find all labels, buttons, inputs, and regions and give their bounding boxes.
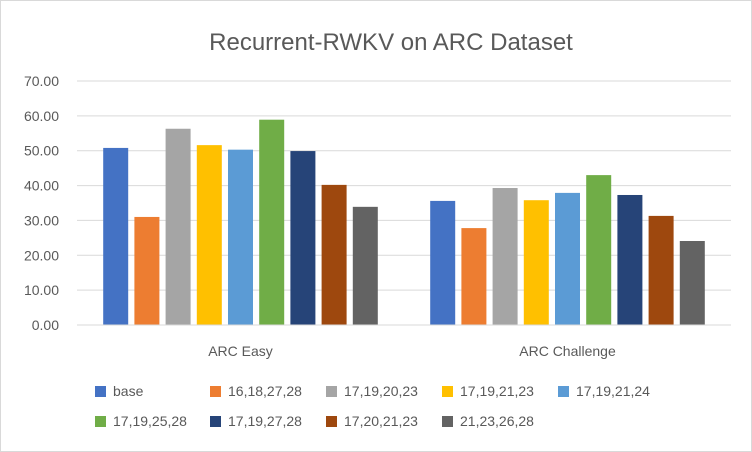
bar	[196, 145, 222, 325]
chart-title: Recurrent-RWKV on ARC Dataset	[209, 29, 573, 56]
legend: base 16,18,27,28 17,19,20,23 17,19,21,23 17,…	[95, 383, 650, 429]
legend-swatch	[210, 416, 221, 427]
legend-item: 17,19,21,24	[558, 383, 650, 399]
bars	[103, 119, 705, 325]
legend-swatch	[558, 386, 569, 397]
bar	[492, 188, 518, 325]
bar	[586, 175, 612, 325]
legend-item: 17,19,25,28	[95, 413, 187, 429]
bar	[228, 149, 253, 325]
bar	[617, 194, 643, 325]
category-labels: ARC Easy ARC Challenge	[208, 343, 616, 359]
category-label: ARC Easy	[208, 343, 273, 359]
legend-item: 17,20,21,23	[326, 413, 418, 429]
legend-label: 17,20,21,23	[344, 413, 418, 429]
legend-label: 17,19,25,28	[113, 413, 187, 429]
legend-swatch	[442, 386, 453, 397]
y-tick-label: 20.00	[24, 247, 59, 263]
legend-label: 17,19,21,24	[576, 383, 650, 399]
legend-label: 21,23,26,28	[460, 413, 534, 429]
bar	[321, 184, 347, 325]
category-label: ARC Challenge	[519, 343, 616, 359]
legend-label: base	[113, 383, 144, 399]
legend-swatch	[210, 386, 221, 397]
y-axis-ticks: 0.00 10.00 20.00 30.00 40.00 50.00 60.00 70.00	[24, 73, 59, 333]
bar	[290, 151, 316, 325]
legend-swatch	[95, 416, 106, 427]
legend-item: 17,19,20,23	[326, 383, 418, 399]
bar	[461, 228, 487, 325]
legend-label: 16,18,27,28	[228, 383, 302, 399]
legend-item: base	[95, 383, 144, 399]
legend-item: 21,23,26,28	[442, 413, 534, 429]
bar	[679, 240, 705, 325]
y-tick-label: 70.00	[24, 73, 59, 89]
bar	[352, 206, 378, 325]
y-tick-label: 60.00	[24, 108, 59, 124]
bar	[165, 128, 191, 325]
y-tick-label: 30.00	[24, 212, 59, 228]
y-tick-label: 0.00	[32, 317, 59, 333]
legend-item: 16,18,27,28	[210, 383, 302, 399]
legend-item: 17,19,21,23	[442, 383, 534, 399]
legend-item: 17,19,27,28	[210, 413, 302, 429]
legend-label: 17,19,27,28	[228, 413, 302, 429]
bar	[555, 192, 580, 325]
legend-swatch	[326, 386, 337, 397]
y-tick-label: 10.00	[24, 282, 59, 298]
bar	[259, 119, 285, 325]
bar	[134, 216, 160, 325]
y-tick-label: 40.00	[24, 178, 59, 194]
legend-swatch	[442, 416, 453, 427]
bar	[523, 200, 549, 325]
legend-label: 17,19,20,23	[344, 383, 418, 399]
bar	[430, 200, 456, 325]
legend-swatch	[95, 386, 106, 397]
y-tick-label: 50.00	[24, 143, 59, 159]
legend-swatch	[326, 416, 337, 427]
bar	[103, 147, 129, 325]
legend-label: 17,19,21,23	[460, 383, 534, 399]
bar	[648, 215, 674, 325]
